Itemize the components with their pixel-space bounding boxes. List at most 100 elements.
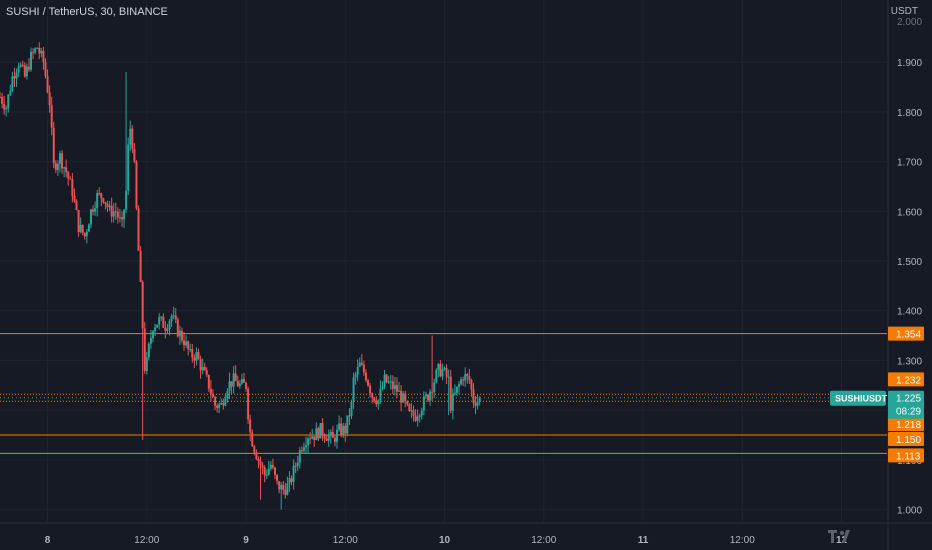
candle-body [286, 483, 289, 495]
y-tick-label: 1.800 [897, 108, 922, 119]
candle-body [52, 127, 55, 164]
candle-body [253, 446, 256, 453]
x-tick-label: 11 [638, 535, 649, 546]
y-tick-label: 1.500 [897, 257, 922, 268]
candle-body [414, 415, 417, 421]
candle-body [104, 202, 107, 205]
candle-body [232, 373, 235, 387]
candle-body [412, 410, 415, 416]
candle-body [404, 393, 407, 402]
candle-body [350, 401, 353, 417]
candle-body [373, 397, 376, 402]
candle-body [358, 362, 361, 367]
candle-body [110, 205, 113, 217]
countdown-text: 08:29 [896, 407, 921, 418]
candle-body [176, 319, 179, 337]
candle-body [323, 435, 326, 439]
candle-body [147, 343, 150, 358]
candle-body [245, 382, 248, 389]
candle-body [393, 385, 396, 389]
candle-body [257, 459, 260, 462]
candle-body [61, 153, 64, 169]
candle-body [317, 428, 320, 439]
candle-body [168, 321, 171, 329]
candle-body [435, 370, 438, 383]
candle-body [69, 178, 72, 180]
candle-body [422, 396, 425, 411]
candle-body [238, 383, 241, 387]
candle-body [458, 384, 461, 387]
candle-body [205, 370, 208, 375]
candle-body [329, 432, 332, 436]
level-badge-1.113 [888, 448, 924, 463]
level-badge-1.150 [888, 432, 924, 446]
candle-body [160, 316, 163, 318]
candle-body [92, 209, 95, 212]
candle-body [166, 328, 169, 331]
candle-body [71, 179, 74, 197]
candle-body [395, 385, 398, 392]
candle-body [102, 198, 105, 203]
candle-body [437, 363, 440, 371]
candle-body [114, 211, 117, 213]
candle-body [420, 410, 423, 416]
candle-body [197, 352, 200, 359]
candle-body [348, 415, 351, 417]
level-badge-text: 1.232 [896, 375, 921, 386]
candle-body [108, 205, 111, 208]
candle-body [441, 369, 444, 377]
candle-body [164, 327, 167, 331]
candle-body [183, 340, 186, 346]
candle-body [63, 167, 66, 169]
candle-body [356, 366, 359, 375]
candles [0, 42, 481, 510]
candle-body [296, 462, 299, 467]
candle-body [81, 224, 84, 233]
candle-body [319, 423, 322, 439]
candle-body [263, 467, 266, 476]
candle-body [470, 380, 473, 390]
candle-body [449, 376, 452, 411]
candle-body [360, 362, 363, 365]
level-badge-text: 1.113 [896, 451, 921, 462]
candle-body [9, 90, 12, 95]
candle-body [455, 386, 458, 393]
candle-body [276, 474, 279, 482]
candle-body [158, 317, 161, 325]
candle-body [369, 385, 372, 394]
candle-body [333, 437, 336, 442]
y-tick-label: 1.300 [897, 356, 922, 367]
candle-body [38, 47, 41, 54]
candle-body [305, 445, 308, 448]
candle-body [98, 193, 101, 195]
candle-body [406, 401, 409, 405]
x-tick-label: 12:00 [531, 535, 556, 546]
candle-body [135, 161, 138, 209]
candle-body [352, 377, 355, 402]
candle-body [13, 76, 16, 79]
candle-body [331, 432, 334, 438]
candle-body [377, 400, 380, 405]
candle-body [236, 380, 239, 387]
candle-body [290, 478, 293, 482]
candle-body [129, 128, 132, 145]
candle-body [65, 167, 68, 173]
candle-body [280, 484, 283, 490]
y-tick-label: 1.400 [897, 307, 922, 318]
candle-body [199, 358, 202, 371]
candle-body [309, 438, 312, 440]
candle-body [172, 315, 175, 317]
candle-body [36, 47, 39, 49]
tradingview-logo [828, 530, 850, 543]
candle-body [408, 404, 411, 411]
candle-body [424, 394, 427, 397]
candle-body [87, 224, 90, 232]
candle-body [416, 416, 419, 421]
candle-body [288, 478, 291, 484]
candle-body [0, 96, 1, 98]
candle-body [94, 208, 97, 212]
candle-body [431, 391, 434, 393]
candle-body [267, 468, 270, 475]
candle-body [381, 386, 384, 389]
